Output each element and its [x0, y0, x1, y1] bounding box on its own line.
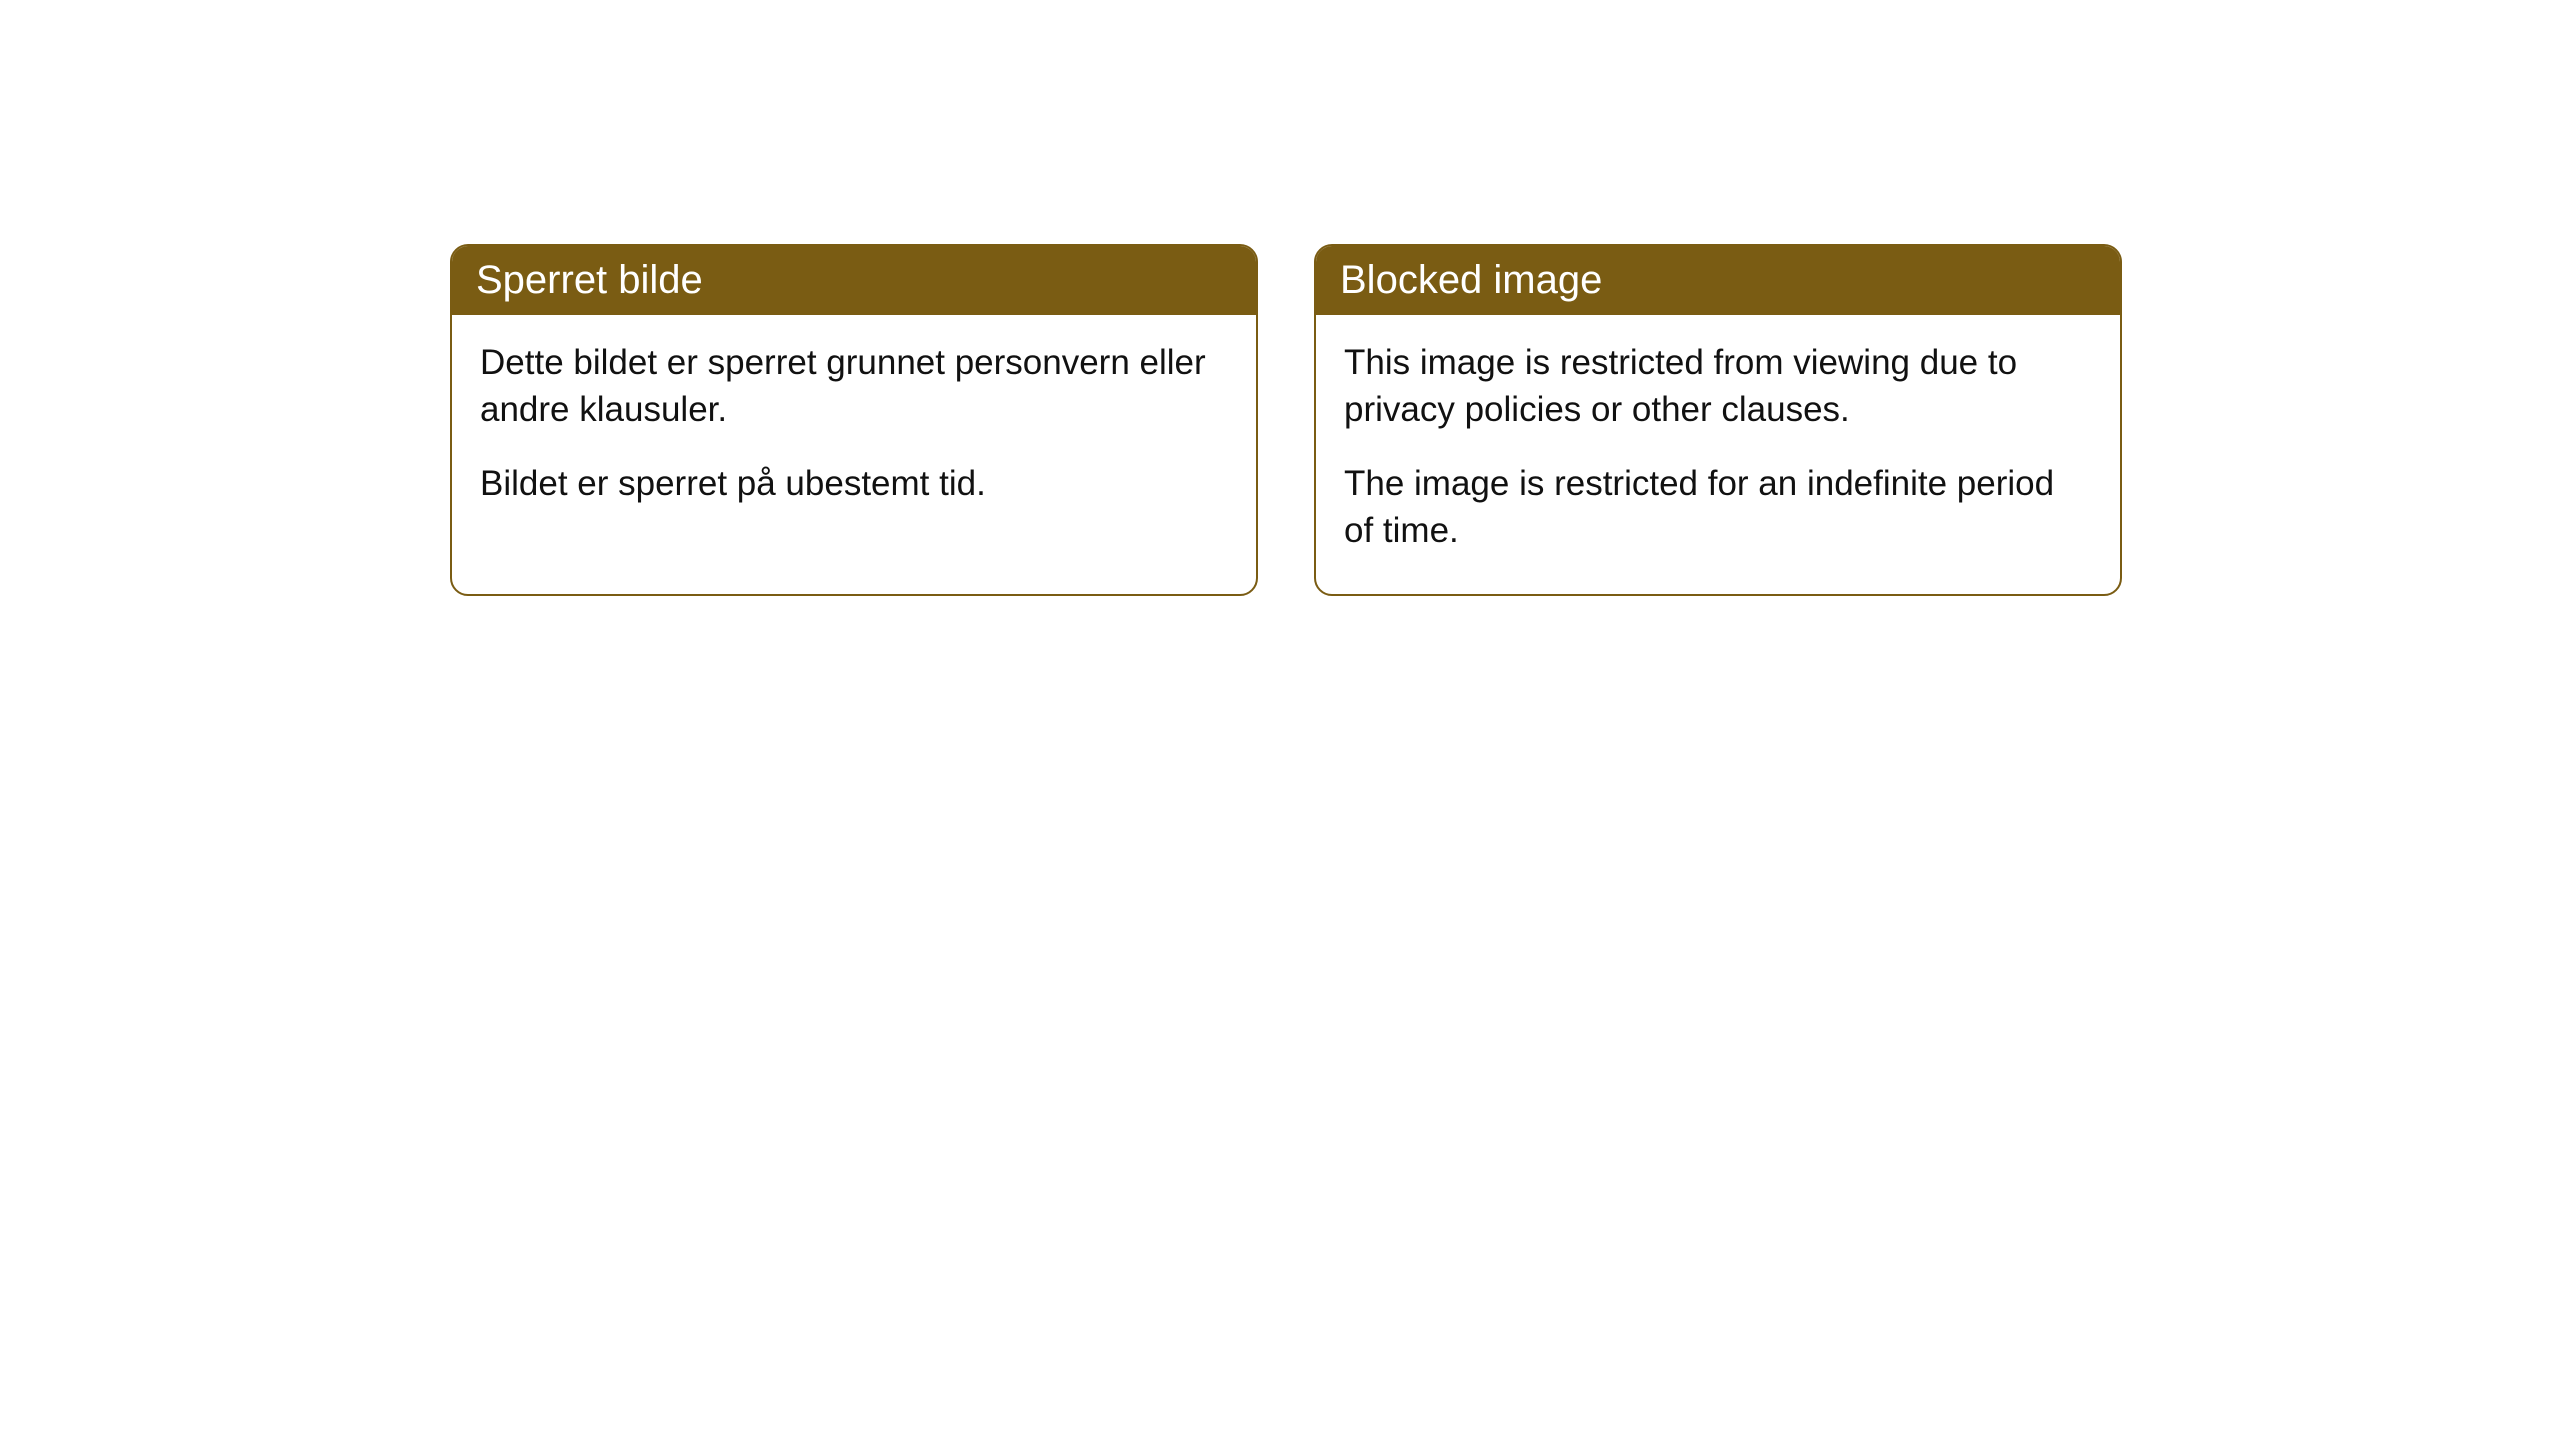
card-paragraph: The image is restricted for an indefinit…: [1344, 460, 2092, 555]
card-body: This image is restricted from viewing du…: [1316, 315, 2120, 594]
notice-card-english: Blocked image This image is restricted f…: [1314, 244, 2122, 596]
notice-card-norwegian: Sperret bilde Dette bildet er sperret gr…: [450, 244, 1258, 596]
card-header: Blocked image: [1316, 246, 2120, 315]
card-title: Sperret bilde: [476, 258, 703, 302]
card-header: Sperret bilde: [452, 246, 1256, 315]
card-paragraph: This image is restricted from viewing du…: [1344, 339, 2092, 434]
card-paragraph: Dette bildet er sperret grunnet personve…: [480, 339, 1228, 434]
notice-container: Sperret bilde Dette bildet er sperret gr…: [450, 244, 2122, 596]
card-title: Blocked image: [1340, 258, 1602, 302]
card-paragraph: Bildet er sperret på ubestemt tid.: [480, 460, 1228, 507]
card-body: Dette bildet er sperret grunnet personve…: [452, 315, 1256, 547]
